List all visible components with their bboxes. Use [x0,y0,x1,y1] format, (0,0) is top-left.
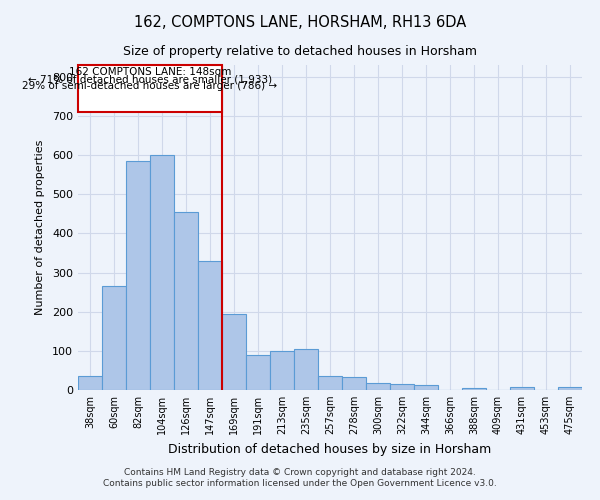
Bar [414,386,438,390]
Bar [174,212,198,390]
Bar [342,378,366,390]
Bar [390,384,414,390]
Bar [246,355,270,390]
Bar [510,387,534,390]
Y-axis label: Number of detached properties: Number of detached properties [35,140,45,315]
Bar [150,155,174,390]
Bar [558,388,582,390]
Bar [198,261,222,390]
Text: Contains HM Land Registry data © Crown copyright and database right 2024.
Contai: Contains HM Land Registry data © Crown c… [103,468,497,487]
Text: ← 71% of detached houses are smaller (1,933): ← 71% of detached houses are smaller (1,… [28,74,272,84]
X-axis label: Distribution of detached houses by size in Horsham: Distribution of detached houses by size … [169,442,491,456]
Text: 29% of semi-detached houses are larger (786) →: 29% of semi-detached houses are larger (… [22,81,278,91]
Text: Size of property relative to detached houses in Horsham: Size of property relative to detached ho… [123,45,477,58]
Bar [78,376,102,390]
Bar [366,384,390,390]
Bar [462,388,486,390]
Bar [270,351,294,390]
Bar [222,314,246,390]
Bar [318,376,342,390]
Bar [126,161,150,390]
Bar [294,349,318,390]
Text: 162, COMPTONS LANE, HORSHAM, RH13 6DA: 162, COMPTONS LANE, HORSHAM, RH13 6DA [134,15,466,30]
Text: 162 COMPTONS LANE: 148sqm: 162 COMPTONS LANE: 148sqm [69,67,231,77]
FancyBboxPatch shape [78,65,222,112]
Bar [102,286,126,390]
